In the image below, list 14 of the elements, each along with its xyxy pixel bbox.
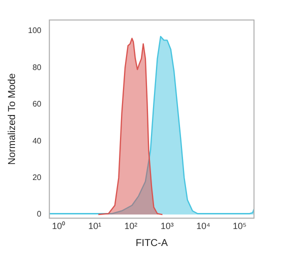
y-tick-label: 0 <box>36 210 42 219</box>
y-axis-title: Normalized To Mode <box>6 72 18 165</box>
x-tick-label: 10² <box>124 221 138 232</box>
y-tick-label: 40 <box>32 136 42 146</box>
x-tick-label: 10¹ <box>88 221 102 232</box>
x-tick-label: 10⁴ <box>196 221 210 232</box>
x-axis-title: FITC-A <box>136 238 168 249</box>
x-tick-label: 10⁰ <box>52 221 65 232</box>
y-tick-label: 60 <box>32 100 42 109</box>
y-tick-label: 100 <box>28 26 42 36</box>
y-tick-label: 80 <box>32 62 42 72</box>
x-tick-label: 10⁵ <box>232 221 247 232</box>
x-tick-label: 10³ <box>160 221 174 232</box>
y-tick-label: 20 <box>32 173 42 182</box>
